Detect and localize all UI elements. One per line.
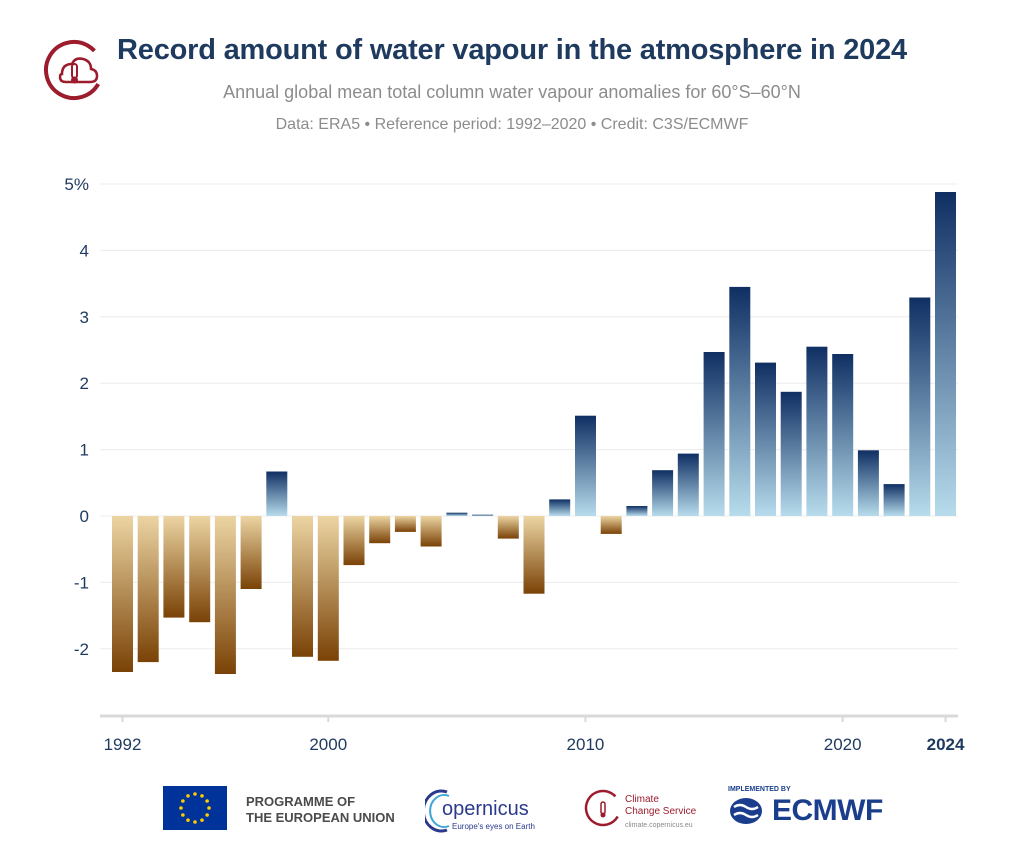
bar-1998: [266, 471, 288, 516]
y-tick-label: 2: [80, 374, 89, 393]
bar-2001: [343, 516, 365, 566]
eu-star-icon: [193, 820, 197, 824]
bar-2013: [652, 470, 674, 516]
eu-star-icon: [186, 818, 190, 822]
eu-line-1: PROGRAMME OF: [246, 794, 356, 809]
chart-title: Record amount of water vapour in the atm…: [117, 34, 907, 66]
bar-2007: [497, 516, 519, 539]
ecmwf-implemented-by: IMPLEMENTED BY: [728, 786, 791, 793]
y-tick-label: -1: [74, 573, 89, 592]
bar-2015: [703, 352, 725, 516]
bar-2021: [857, 450, 879, 516]
eu-programme-text: PROGRAMME OF THE EUROPEAN UNION: [246, 794, 395, 826]
eu-star-icon: [205, 813, 209, 817]
climate-change-service-logo: [44, 40, 104, 100]
x-tick-label: 2010: [567, 735, 605, 754]
y-axis-ticks: 5% 4 3 2 1 0 -1 -2: [64, 175, 89, 659]
copernicus-wordmark: opernicus: [442, 798, 529, 820]
c3s-line-1: Climate: [625, 794, 659, 805]
copernicus-tagline: Europe's eyes on Earth: [452, 822, 535, 831]
eu-star-icon: [207, 806, 211, 810]
bar-2002: [369, 516, 391, 544]
bar-1996: [214, 516, 236, 674]
bars: [112, 192, 956, 674]
x-tick-label: 2020: [824, 735, 862, 754]
bar-2023: [909, 297, 931, 516]
bar-2020: [832, 354, 854, 516]
y-tick-label: -2: [74, 640, 89, 659]
y-tick-label: 1: [80, 441, 89, 460]
c3s-logo-icon: [584, 789, 622, 827]
eu-star-icon: [193, 792, 197, 796]
bar-2017: [755, 362, 776, 516]
chart-credit: Data: ERA5 • Reference period: 1992–2020…: [275, 116, 749, 133]
copernicus-logo: [425, 789, 450, 833]
y-tick-label: 3: [80, 308, 89, 327]
bar-chart: 5% 4 3 2 1 0 -1 -2 1992 2000 2010 2020 2024: [64, 175, 965, 754]
eu-star-icon: [200, 794, 204, 798]
bar-1992: [112, 516, 133, 672]
bar-2018: [780, 391, 802, 516]
c3s-text: Climate Change Service: [625, 794, 696, 818]
bar-2010: [575, 415, 596, 516]
y-tick-label: 5%: [64, 175, 89, 194]
x-tick-label: 2000: [309, 735, 347, 754]
bar-2019: [806, 346, 828, 516]
ecmwf-logo-icon: [730, 798, 762, 824]
bar-1993: [137, 516, 159, 663]
footer-logos: PROGRAMME OF THE EUROPEAN UNION opernicu…: [0, 780, 1024, 840]
x-tick-label: 1992: [104, 735, 142, 754]
bar-2003: [394, 516, 416, 532]
eu-star-icon: [186, 794, 190, 798]
bar-2006: [472, 514, 494, 516]
eu-star-icon: [200, 818, 204, 822]
bar-1997: [240, 516, 262, 589]
bar-2005: [446, 512, 468, 516]
bar-1994: [163, 516, 185, 618]
bar-2011: [600, 516, 622, 534]
bar-2008: [523, 516, 545, 594]
x-tick-label: 2024: [927, 735, 965, 754]
c3s-url: climate.copernicus.eu: [625, 822, 693, 829]
eu-star-icon: [181, 799, 185, 803]
eu-star-icon: [179, 806, 183, 810]
bar-2012: [626, 506, 648, 516]
bar-1999: [292, 516, 313, 657]
eu-flag-icon: [163, 786, 227, 830]
bar-2016: [729, 286, 751, 516]
eu-star-icon: [181, 813, 185, 817]
bar-1995: [189, 516, 211, 623]
eu-line-2: THE EUROPEAN UNION: [246, 810, 395, 825]
y-tick-label: 0: [80, 507, 89, 526]
chart-subtitle: Annual global mean total column water va…: [223, 82, 801, 102]
ecmwf-wordmark: ECMWF: [772, 794, 883, 827]
bar-2000: [317, 516, 339, 661]
bar-2004: [420, 516, 442, 547]
bar-2014: [677, 453, 699, 516]
x-axis: 1992 2000 2010 2020 2024: [100, 714, 965, 754]
bar-2022: [883, 484, 905, 516]
bar-2009: [549, 499, 571, 516]
y-tick-label: 4: [80, 241, 89, 260]
bar-2024: [935, 192, 956, 516]
eu-star-icon: [205, 799, 209, 803]
c3s-line-2: Change Service: [625, 806, 697, 817]
